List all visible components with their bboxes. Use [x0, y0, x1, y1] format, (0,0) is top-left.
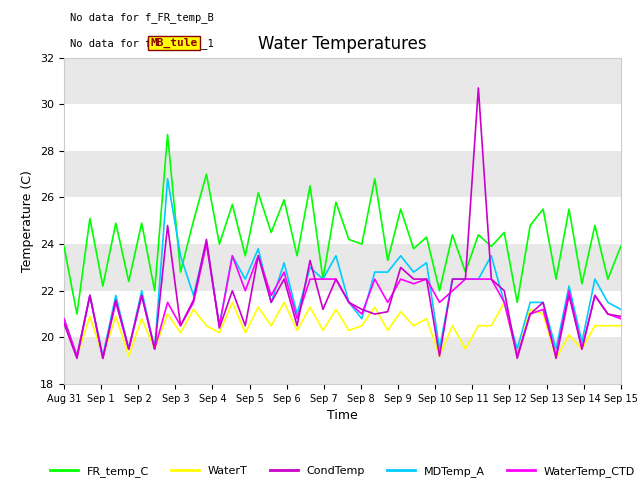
Bar [64, 244, 621, 291]
Text: No data for f_FO_Temp_1: No data for f_FO_Temp_1 [70, 38, 213, 49]
Y-axis label: Temperature (C): Temperature (C) [22, 170, 35, 272]
Bar [64, 337, 621, 384]
Text: No data for f_FR_temp_B: No data for f_FR_temp_B [70, 12, 213, 23]
X-axis label: Time: Time [327, 409, 358, 422]
Bar [64, 58, 621, 104]
Bar [64, 151, 621, 197]
Text: MB_tule: MB_tule [150, 38, 198, 48]
Legend: FR_temp_C, WaterT, CondTemp, MDTemp_A, WaterTemp_CTD: FR_temp_C, WaterT, CondTemp, MDTemp_A, W… [45, 461, 639, 480]
Title: Water Temperatures: Water Temperatures [258, 35, 427, 53]
